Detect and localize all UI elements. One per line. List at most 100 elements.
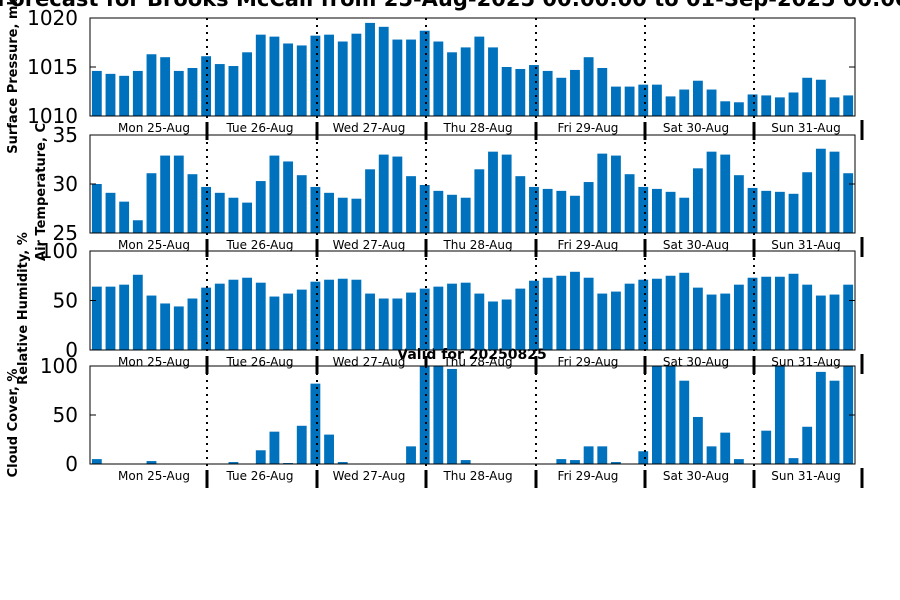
day-label: Sat 30-Aug [663,238,729,252]
bar [392,298,403,350]
bar [365,169,375,233]
bar [351,279,362,350]
bar [406,39,416,117]
bar [488,151,498,233]
bar [173,155,184,233]
bar [488,47,498,116]
day-label: Fri 29-Aug [558,355,619,369]
bar [638,84,649,116]
bar [378,298,389,350]
bar [638,451,649,464]
bar [815,295,826,350]
bar [91,70,102,116]
bar [802,172,813,233]
bar [733,102,744,116]
bar [556,459,567,464]
bar [583,446,594,464]
bar [187,174,198,233]
bar [283,161,293,233]
bar [611,86,621,116]
bar [160,57,171,116]
bar [460,47,471,116]
bar [132,274,143,350]
bar [733,459,744,464]
bar [529,65,539,116]
day-label: Thu 28-Aug [442,355,512,369]
y-tick-label: 50 [53,403,78,427]
bar [378,26,389,116]
bar [310,186,321,233]
bar [556,190,567,233]
bar [105,286,116,350]
bar [324,434,334,464]
bar [706,446,717,464]
bar [597,293,608,350]
bar [146,461,157,464]
y-tick-label: 1015 [27,55,78,79]
y-tick-label: 100 [40,354,78,378]
bar [419,366,430,464]
day-label: Thu 28-Aug [442,121,512,135]
bar [201,186,212,233]
bar [570,460,580,464]
day-label: Sat 30-Aug [663,469,729,483]
bar [829,97,840,116]
bar [611,462,621,464]
bar [146,173,157,233]
bar [324,34,334,116]
bar [228,279,239,350]
bar [214,192,225,233]
chart-panels: 1010 1015 1020 Mon 25-Aug Tue 26-Aug Wed 27-A… [6,0,864,488]
bar [228,66,239,116]
valid-date-note: Valid for 20250825 [397,347,546,363]
bar [733,175,744,233]
y-tick-label: 1010 [27,104,78,128]
bar [720,101,731,116]
bar [119,201,130,233]
bar [474,293,485,350]
bar [542,188,553,233]
bar [747,277,758,350]
day-label: Fri 29-Aug [558,121,619,135]
bar [419,288,430,350]
bar [843,95,854,116]
bar [228,197,239,233]
bar [570,69,580,116]
bar [146,295,157,350]
bar [201,56,212,116]
bar [706,151,717,233]
bar [283,293,293,350]
day-label: Sat 30-Aug [663,121,729,135]
bar [160,155,171,233]
bar [132,70,143,116]
panel-4: 0 50 100 Mon 25-Aug Tue 26-Aug Wed 27-Aug Thu … [6,354,864,488]
bar [91,184,102,233]
bar [747,94,758,116]
bar [433,366,444,464]
bar [365,293,375,350]
y-tick-label: 0 [65,338,78,362]
bar [665,366,676,464]
day-label: Wed 27-Aug [333,355,406,369]
bar [105,192,116,233]
bar [720,432,731,464]
y-tick-label: 100 [40,239,78,263]
bar [173,70,184,116]
bar [365,22,375,116]
bar [720,293,731,350]
bar [324,192,334,233]
bar [597,67,608,116]
bar [337,462,348,464]
bar [788,92,799,116]
bar [488,301,498,350]
day-label: Fri 29-Aug [558,469,619,483]
bar [788,193,799,233]
bar [679,197,690,233]
bar [296,425,307,464]
bar [501,67,512,116]
bar [761,430,772,464]
bar [652,188,662,233]
day-label: Wed 27-Aug [333,469,406,483]
bar [91,286,102,350]
